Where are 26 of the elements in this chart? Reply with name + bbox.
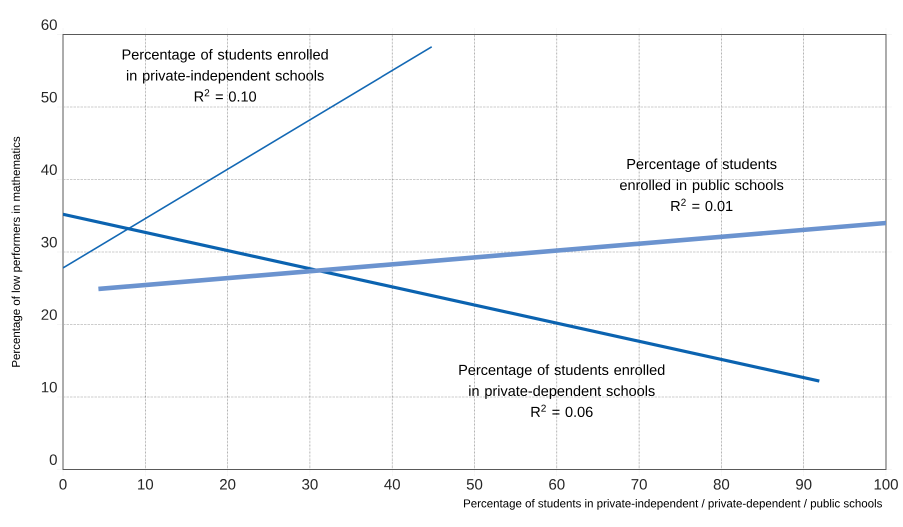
y-tick-label: 30: [41, 236, 57, 248]
series-label: Percentage of students enrolled in private-dependent schools: [459, 364, 664, 399]
x-tick-label: 70: [632, 479, 647, 490]
y-axis-title: Percentage of low performers in mathematics: [12, 136, 22, 367]
series-label: Percentage of students enrolled in private-independent schools: [122, 49, 328, 84]
x-axis-title: Percentage of students in private-independent / private-dependent / public schools: [464, 499, 882, 510]
x-tick-label: 60: [549, 479, 565, 490]
x-tick-label: 20: [220, 479, 236, 490]
x-tick-label: 40: [384, 479, 400, 490]
y-tick-label: 0: [50, 454, 57, 465]
x-tick-label: 10: [138, 479, 154, 490]
y-tick-label: 50: [41, 92, 57, 102]
annotation: R$^{2}$ = 0.01: [671, 198, 732, 212]
annotation: R$^{2}$ = 0.10: [194, 89, 256, 102]
x-tick-label: 50: [466, 479, 482, 490]
text: Percentage of students enrolled in public schools: [620, 158, 784, 194]
annotation: R$^{2}$ = 0.06: [531, 404, 593, 418]
y-tick-label: 40: [41, 164, 57, 175]
y-tick-label: 60: [42, 19, 57, 30]
x-tick-label: 100: [874, 479, 898, 490]
x-tick-label: 0: [59, 479, 67, 490]
x-tick-label: 90: [796, 479, 812, 490]
x-tick-label: 30: [302, 479, 318, 490]
y-tick-label: 20: [42, 309, 57, 320]
y-tick-label: 10: [42, 382, 57, 392]
x-tick-label: 80: [714, 479, 730, 490]
